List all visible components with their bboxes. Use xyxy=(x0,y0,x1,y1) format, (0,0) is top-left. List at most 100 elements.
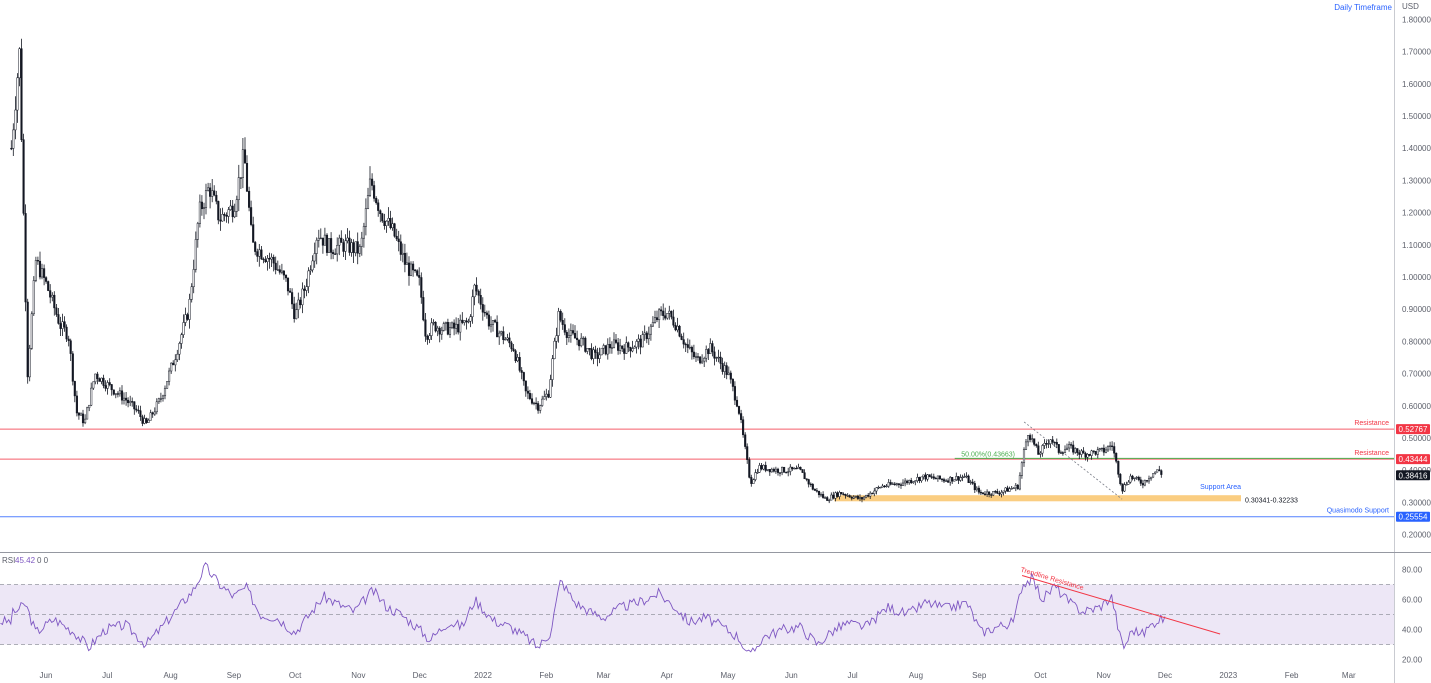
candle-body xyxy=(1121,483,1124,492)
candle-body xyxy=(1072,444,1075,453)
candle-body xyxy=(512,348,515,352)
candle-body xyxy=(502,331,505,340)
price-tick-label: 1.00000 xyxy=(1402,273,1431,282)
candle-body xyxy=(241,149,244,178)
candle-body xyxy=(323,234,326,246)
candle-body xyxy=(459,319,462,333)
time-tick-label: Jul xyxy=(102,671,112,680)
candle-body xyxy=(824,497,827,499)
candle-body xyxy=(200,201,203,210)
candle-body xyxy=(217,201,220,221)
candle-body xyxy=(1029,435,1032,440)
candle-body xyxy=(604,345,607,355)
candle-body xyxy=(307,270,310,287)
candle-body xyxy=(793,467,796,470)
candle-body xyxy=(863,496,866,500)
candle-body xyxy=(346,237,349,242)
candle-body xyxy=(81,413,85,424)
candle-body xyxy=(686,344,689,348)
candle-body xyxy=(371,178,374,186)
candle-body xyxy=(1076,448,1079,453)
candle-body xyxy=(869,492,872,497)
candle-body xyxy=(666,313,669,319)
candle-body xyxy=(1115,452,1118,462)
candle-body xyxy=(535,402,538,405)
candle-body xyxy=(282,270,285,276)
candle-body xyxy=(1156,469,1159,473)
candle-body xyxy=(127,399,130,404)
rsi-trendline xyxy=(1021,575,1221,635)
candle-body xyxy=(904,480,907,484)
candle-body xyxy=(344,240,347,252)
candle-body xyxy=(737,406,741,414)
candle-body xyxy=(703,358,706,362)
candle-body xyxy=(852,496,855,499)
candle-body xyxy=(573,333,577,339)
candle-body xyxy=(785,471,788,474)
candle-body xyxy=(1047,443,1050,445)
candle-body xyxy=(510,342,513,350)
price-badge xyxy=(1396,470,1430,481)
candle-body xyxy=(61,321,64,329)
candle-body xyxy=(1127,481,1130,485)
candle-body xyxy=(463,320,466,323)
candle-body xyxy=(414,269,417,272)
candle-body xyxy=(1104,449,1108,453)
time-tick-label: Sep xyxy=(972,671,987,680)
candle-body xyxy=(1100,447,1103,450)
time-axis: Jun Jul Aug Sep Oct Nov Dec 2022 Feb Mar Apr May Jun… xyxy=(40,671,1356,680)
time-tick-label: May xyxy=(720,671,735,680)
candle-body xyxy=(274,262,277,270)
time-tick-label: Nov xyxy=(1097,671,1111,680)
candle-body xyxy=(399,241,402,255)
candle-body xyxy=(391,223,394,229)
candle-body xyxy=(1016,484,1019,490)
candle-body xyxy=(102,377,105,386)
candle-body xyxy=(973,483,976,491)
candle-body xyxy=(713,351,716,359)
price-tick-label: 1.30000 xyxy=(1402,176,1431,185)
candle-body xyxy=(543,396,546,400)
candle-body xyxy=(262,258,265,261)
rsi-extra: 0 0 xyxy=(37,556,49,565)
candle-body xyxy=(811,484,814,490)
price-tick-label: 1.10000 xyxy=(1402,241,1431,250)
candle-body xyxy=(756,472,759,474)
price-badge-text: 0.25554 xyxy=(1399,513,1428,522)
candle-body xyxy=(639,338,642,348)
candle-body xyxy=(293,303,296,319)
candle-body xyxy=(860,497,864,500)
candle-body xyxy=(961,476,964,479)
candle-body xyxy=(537,403,540,411)
rsi-tick-label: 80.00 xyxy=(1402,566,1423,575)
candle-body xyxy=(936,475,939,480)
candle-body xyxy=(360,237,363,247)
candle-body xyxy=(992,491,995,496)
price-badge-text: 0.43444 xyxy=(1399,455,1428,464)
candle-body xyxy=(883,485,886,488)
candle-body xyxy=(229,205,232,210)
candle-body xyxy=(334,253,337,255)
candle-body xyxy=(842,493,845,496)
candle-body xyxy=(122,397,126,401)
candle-body xyxy=(313,253,316,262)
candle-body xyxy=(30,313,33,349)
candle-body xyxy=(26,301,29,378)
level-label: Quasimodo Support xyxy=(1327,508,1389,515)
candle-body xyxy=(600,347,603,356)
levels: Resistance Resistance Quasimodo Support xyxy=(0,420,1394,518)
candle-body xyxy=(94,373,97,383)
candle-body xyxy=(289,290,292,293)
candle-body xyxy=(438,327,441,335)
candle-body xyxy=(658,309,661,320)
candle-body xyxy=(990,494,993,496)
candle-body xyxy=(623,348,626,354)
candle-body xyxy=(55,307,58,315)
candle-body xyxy=(471,296,474,318)
candle-body xyxy=(971,481,974,484)
candle-body xyxy=(1041,445,1044,454)
candle-body xyxy=(567,335,570,338)
candle-body xyxy=(418,275,421,278)
candle-body xyxy=(92,381,95,389)
